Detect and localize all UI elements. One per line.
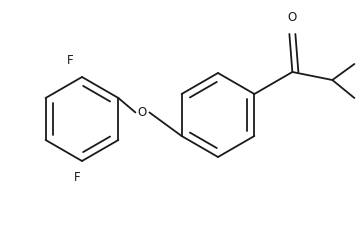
Text: F: F bbox=[67, 54, 74, 67]
Text: O: O bbox=[138, 106, 147, 119]
Text: F: F bbox=[74, 171, 80, 184]
Text: O: O bbox=[288, 11, 297, 24]
